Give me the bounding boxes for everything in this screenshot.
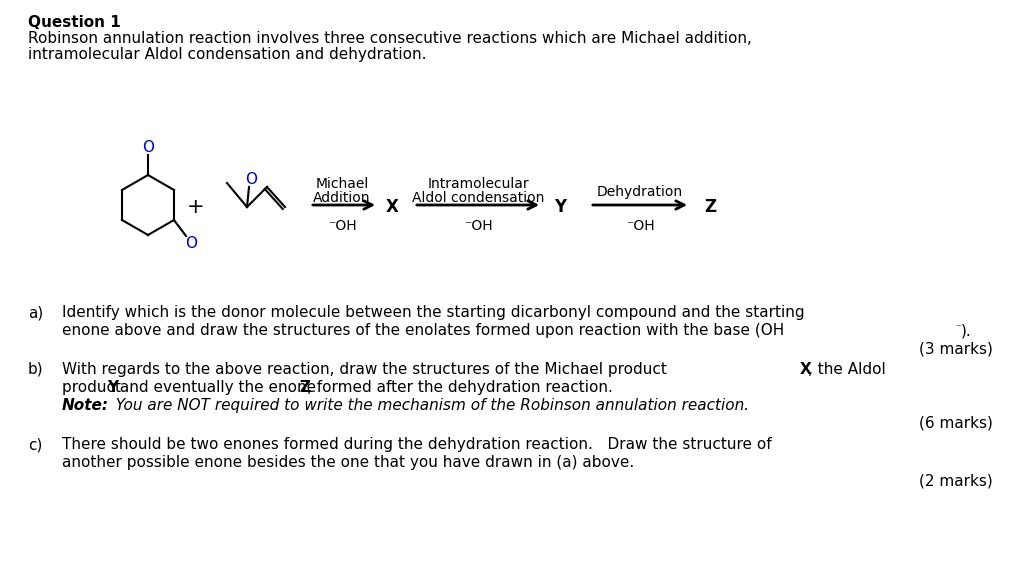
Text: Identify which is the donor molecule between the starting dicarbonyl compound an: Identify which is the donor molecule bet… bbox=[62, 305, 805, 320]
Text: X: X bbox=[800, 362, 811, 377]
Text: Z: Z bbox=[704, 198, 716, 216]
Text: (3 marks): (3 marks) bbox=[919, 341, 993, 356]
Text: , formed after the dehydration reaction.: , formed after the dehydration reaction. bbox=[307, 380, 613, 395]
Text: Note:: Note: bbox=[62, 398, 109, 413]
Text: b): b) bbox=[28, 362, 44, 377]
Text: enone above and draw the structures of the enolates formed upon reaction with th: enone above and draw the structures of t… bbox=[62, 323, 785, 338]
Text: Question 1: Question 1 bbox=[28, 15, 121, 30]
Text: You are NOT required to write the mechanism of the Robinson annulation reaction.: You are NOT required to write the mechan… bbox=[106, 398, 749, 413]
Text: Aldol condensation: Aldol condensation bbox=[412, 191, 544, 205]
Text: ⁻: ⁻ bbox=[955, 323, 961, 333]
Text: ⁻OH: ⁻OH bbox=[327, 219, 356, 233]
Text: a): a) bbox=[28, 305, 43, 320]
Text: intramolecular Aldol condensation and dehydration.: intramolecular Aldol condensation and de… bbox=[28, 47, 427, 62]
Text: Addition: Addition bbox=[313, 191, 370, 205]
Text: Z: Z bbox=[299, 380, 310, 395]
Text: , the Aldol: , the Aldol bbox=[808, 362, 886, 377]
Text: Intramolecular: Intramolecular bbox=[428, 177, 529, 191]
Text: (6 marks): (6 marks) bbox=[919, 416, 993, 431]
Text: Y: Y bbox=[107, 380, 118, 395]
Text: ⁻OH: ⁻OH bbox=[626, 219, 655, 233]
Text: +: + bbox=[187, 197, 205, 217]
Text: Y: Y bbox=[553, 198, 566, 216]
Text: c): c) bbox=[28, 437, 42, 452]
Text: another possible enone besides the one that you have drawn in (a) above.: another possible enone besides the one t… bbox=[62, 455, 634, 470]
Text: O: O bbox=[185, 236, 197, 250]
Text: ).: ). bbox=[961, 323, 972, 338]
Text: (2 marks): (2 marks) bbox=[920, 473, 993, 488]
Text: and eventually the enone: and eventually the enone bbox=[115, 380, 321, 395]
Text: With regards to the above reaction, draw the structures of the Michael product: With regards to the above reaction, draw… bbox=[62, 362, 672, 377]
Text: Michael: Michael bbox=[315, 177, 368, 191]
Text: Dehydration: Dehydration bbox=[597, 185, 683, 199]
Text: Robinson annulation reaction involves three consecutive reactions which are Mich: Robinson annulation reaction involves th… bbox=[28, 31, 752, 46]
Text: There should be two enones formed during the dehydration reaction.   Draw the st: There should be two enones formed during… bbox=[62, 437, 771, 452]
Text: product: product bbox=[62, 380, 126, 395]
Text: X: X bbox=[386, 198, 398, 216]
Text: O: O bbox=[244, 171, 257, 186]
Text: O: O bbox=[142, 139, 154, 155]
Text: ⁻OH: ⁻OH bbox=[463, 219, 492, 233]
